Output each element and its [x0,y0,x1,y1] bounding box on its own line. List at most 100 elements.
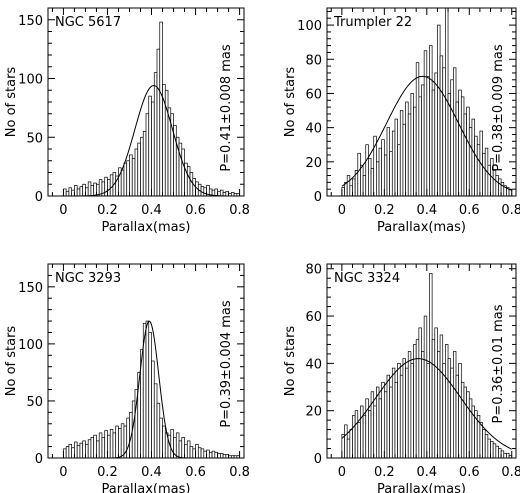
x-tick-label: 0.8 [501,465,520,480]
panel-ngc-3293: 0 0.2 0.4 0.6 0.8 0 50 100 150 Parallax(mas) No of… [4,263,250,493]
histogram-bar [76,445,81,459]
x-tick-label: 0.2 [374,465,395,480]
histogram-bar [402,358,406,459]
x-tick-label: 0.4 [141,203,162,218]
histogram-bar [476,144,481,197]
histogram-bar [450,79,454,197]
y-tick-label: 50 [26,395,43,410]
histogram-bar [118,427,122,459]
histogram-bar [397,363,401,459]
histogram-bar [156,48,161,197]
histogram-bar [410,93,414,197]
panel-title: NGC 3324 [334,271,400,286]
histogram-bar [365,144,369,197]
histogram-bar [439,334,444,459]
histogram-bar [181,148,185,197]
histogram-bar [370,168,375,197]
histogram-bar [439,55,444,197]
histogram-bar [437,351,441,459]
x-axis-label: Parallax(mas) [377,482,466,493]
x-tick-label: 0.4 [416,465,437,480]
histogram-bar [418,96,422,197]
histogram-bar [148,95,152,197]
histogram-bar [368,410,372,459]
x-tick-label: 0.2 [97,203,118,218]
histogram-bar [65,190,70,197]
histogram-bar [346,175,351,197]
panel-title: NGC 3293 [55,271,121,286]
x-axis-ticks [330,264,513,458]
histogram-bar [399,110,404,197]
histogram-bar [126,417,130,459]
histogram-bar [479,422,483,459]
histogram-bar [429,45,433,197]
panel-ngc-3324: 0 0.2 0.4 0.6 0.8 0 20 40 60 80 Parallax(mas) No of… [283,263,520,493]
histogram-bar [219,453,224,459]
y-tick-label: 0 [35,452,43,467]
y-axis-label: No of stars [283,67,298,138]
panel-trumpler-22: 0 0.2 0.4 0.6 0.8 0 20 40 60 80 100 Parallax(mas) No… [283,7,520,235]
y-tick-label: 60 [305,310,322,325]
histogram-bar [468,127,473,197]
y-tick-label: 40 [305,122,322,137]
histogram-bar [455,101,460,197]
x-axis-label: Parallax(mas) [102,220,191,235]
x-tick-label: 0.4 [416,203,437,218]
parallax-annotation: P=0.39±0.004 mas [219,300,234,428]
x-tick-label: 0.6 [185,465,206,480]
histogram-bar [426,76,430,197]
histogram-bar [65,446,70,459]
histogram-bar [76,188,81,197]
panel-ngc-5617: 0 0.2 0.4 0.6 0.8 0 50 100 150 Parallax(mas) No of… [4,7,250,235]
histogram-bar [120,423,125,459]
histogram-bar [460,96,465,197]
y-tick-label: 0 [314,190,322,205]
histogram-bar [79,186,84,197]
histogram-bar [463,386,467,459]
histogram-bar [123,162,128,197]
histogram-bar [460,381,465,459]
y-tick-label: 100 [297,19,322,34]
histogram-bar [453,67,457,197]
x-axis-ticks [51,8,241,196]
histogram-bar [381,381,385,459]
histogram-bar [87,439,92,459]
histogram-bar [394,381,398,459]
histogram-bar [137,142,141,197]
histogram-bar [429,273,433,459]
gaussian-fit-curve [341,75,512,191]
y-axis-ticks [327,268,516,459]
histogram-bar [376,161,380,197]
plot-frame [326,263,517,459]
x-axis-ticks [51,264,241,458]
histogram-bar [140,136,144,197]
histogram-bar [115,425,119,459]
histogram-bar [344,424,348,459]
histogram-bar [362,415,367,459]
histogram-bar [391,130,396,197]
histogram-bar [349,429,353,459]
histogram-bar [153,383,158,459]
histogram-bar [360,405,364,459]
y-tick-label: 80 [305,53,322,68]
histogram-bar [112,432,117,459]
histogram-bar [381,139,385,197]
histogram-bar [442,363,446,459]
histogram-bar [421,84,425,197]
histogram-bar [378,147,383,197]
histogram-bar [482,429,486,459]
histogram-bar [423,50,428,197]
histogram-bar [90,437,95,459]
histogram-bar [413,106,417,197]
x-tick-label: 0.6 [459,465,480,480]
histogram-bar [442,67,446,197]
y-tick-label: 40 [305,357,322,372]
histogram-bar [474,135,478,197]
histogram-bar [373,405,377,459]
histogram-bar [360,164,364,197]
histogram-bar [437,24,441,197]
histogram-bar [458,89,462,197]
histogram-bar [109,429,114,459]
histogram-bar [423,315,428,459]
histogram-bar [415,62,420,197]
